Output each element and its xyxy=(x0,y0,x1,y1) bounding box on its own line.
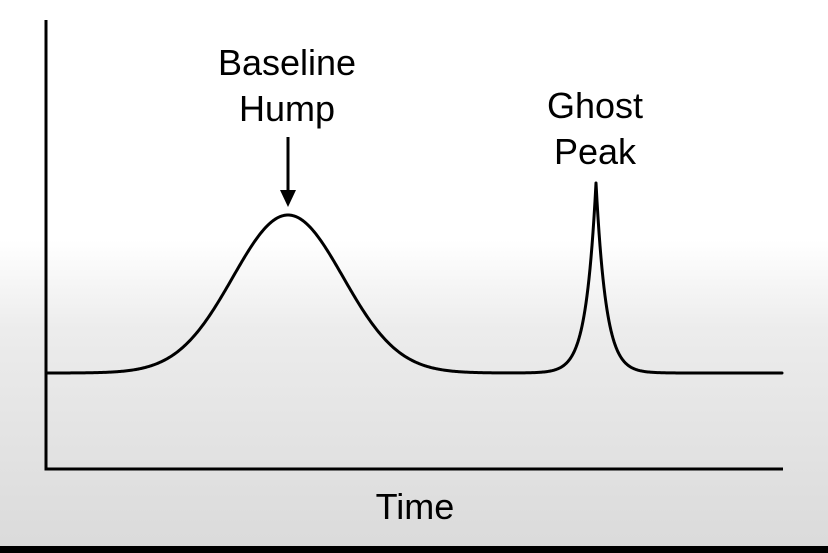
x-axis-label: Time xyxy=(376,486,455,527)
peak-label-line2: Peak xyxy=(554,131,637,172)
signal-trace xyxy=(45,181,784,375)
peak-label-line1: Ghost xyxy=(547,85,643,126)
hump-label-line2: Hump xyxy=(239,88,335,129)
hump-label-line1: Baseline xyxy=(218,42,356,83)
hump-arrow-head xyxy=(280,190,296,207)
bottom-border xyxy=(0,546,828,553)
